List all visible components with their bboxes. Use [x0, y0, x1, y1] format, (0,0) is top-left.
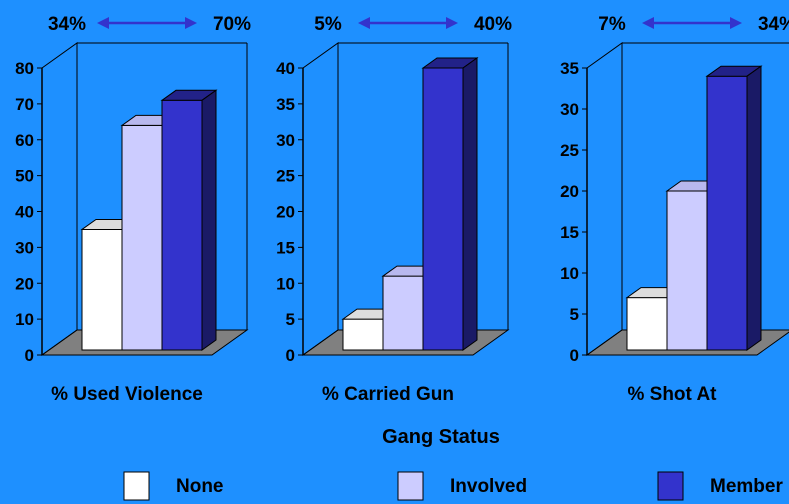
- range-arrow-right-head: [730, 17, 742, 29]
- y-tick-label: 25: [276, 167, 295, 186]
- bar-front: [626, 297, 668, 351]
- range-low-label: 7%: [598, 14, 626, 35]
- legend: None Involved Member: [123, 471, 783, 501]
- range-arrow-left-head: [642, 17, 654, 29]
- y-tick-label: 40: [15, 203, 34, 222]
- y-tick-label: 25: [560, 141, 579, 160]
- chart-panel-0: 0 10 20 30 40 50 60 70 80 % Used Violence 34% 70%: [15, 14, 251, 405]
- y-tick-label: 35: [560, 59, 579, 78]
- y-tick-label: 20: [560, 182, 579, 201]
- y-tick-label: 15: [560, 223, 579, 242]
- bar-side: [201, 89, 217, 351]
- y-tick-label: 0: [570, 346, 579, 365]
- bar-front: [382, 275, 424, 351]
- legend-swatch: [657, 471, 684, 501]
- group-axis-label: Gang Status: [382, 426, 500, 448]
- y-tick-label: 5: [286, 310, 295, 329]
- chart-panel-2: 0 5 10 15 20 25 30 35 % Shot At 7% 34%: [560, 14, 789, 405]
- bar-front: [706, 75, 748, 351]
- chart-side-wall: [41, 42, 78, 356]
- y-tick-label: 10: [560, 264, 579, 283]
- x-axis-label: % Used Violence: [51, 384, 203, 405]
- range-arrow-left-head: [358, 17, 370, 29]
- y-tick-label: 80: [15, 59, 34, 78]
- y-tick-label: 30: [15, 238, 34, 257]
- y-tick-label: 15: [276, 238, 295, 257]
- bar-involved: [120, 114, 178, 351]
- chart-panel-1: 0 5 10 15 20 25 30 35 40 % Carried Gun 5% 40%: [276, 14, 512, 405]
- x-axis-label: % Shot At: [627, 384, 717, 405]
- range-low-label: 34%: [48, 14, 86, 35]
- range-arrow-right-head: [185, 17, 197, 29]
- legend-item-member: Member: [657, 471, 783, 501]
- y-tick-label: 10: [15, 310, 34, 329]
- x-axis-label: % Carried Gun: [322, 384, 454, 405]
- y-tick-label: 35: [276, 95, 295, 114]
- y-tick-label: 60: [15, 131, 34, 150]
- bar-front: [422, 67, 464, 351]
- y-tick-label: 40: [276, 59, 295, 78]
- bar-member: [160, 89, 218, 351]
- range-low-label: 5%: [314, 14, 342, 35]
- y-tick-label: 0: [286, 346, 295, 365]
- legend-swatch: [123, 471, 150, 501]
- y-tick-label: 20: [276, 203, 295, 222]
- bar-member: [421, 57, 479, 351]
- range-arrow-left-head: [97, 17, 109, 29]
- y-tick-label: 20: [15, 274, 34, 293]
- chart-side-wall: [302, 42, 339, 356]
- range-arrow-right-head: [446, 17, 458, 29]
- legend-label: Involved: [450, 476, 527, 497]
- legend-item-none: None: [123, 471, 224, 501]
- y-tick-label: 70: [15, 95, 34, 114]
- chart-side-wall: [586, 42, 623, 356]
- legend-swatch: [397, 471, 424, 501]
- bar-none: [80, 218, 138, 351]
- legend-label: Member: [710, 476, 783, 497]
- bar-front: [121, 124, 163, 351]
- bar-member: [705, 65, 763, 351]
- bar-front: [342, 318, 384, 351]
- y-tick-label: 10: [276, 274, 295, 293]
- bar-front: [666, 190, 708, 351]
- bar-side: [462, 57, 478, 351]
- bar-front: [81, 228, 123, 351]
- y-tick-label: 0: [25, 346, 34, 365]
- bar-front: [161, 99, 203, 351]
- range-high-label: 70%: [213, 14, 251, 35]
- y-tick-label: 5: [570, 305, 579, 324]
- legend-item-involved: Involved: [397, 471, 527, 501]
- range-high-label: 34%: [758, 14, 789, 35]
- bar-side: [746, 65, 762, 351]
- y-tick-label: 50: [15, 167, 34, 186]
- y-tick-label: 30: [560, 100, 579, 119]
- y-tick-label: 30: [276, 131, 295, 150]
- legend-label: None: [176, 476, 224, 497]
- range-high-label: 40%: [474, 14, 512, 35]
